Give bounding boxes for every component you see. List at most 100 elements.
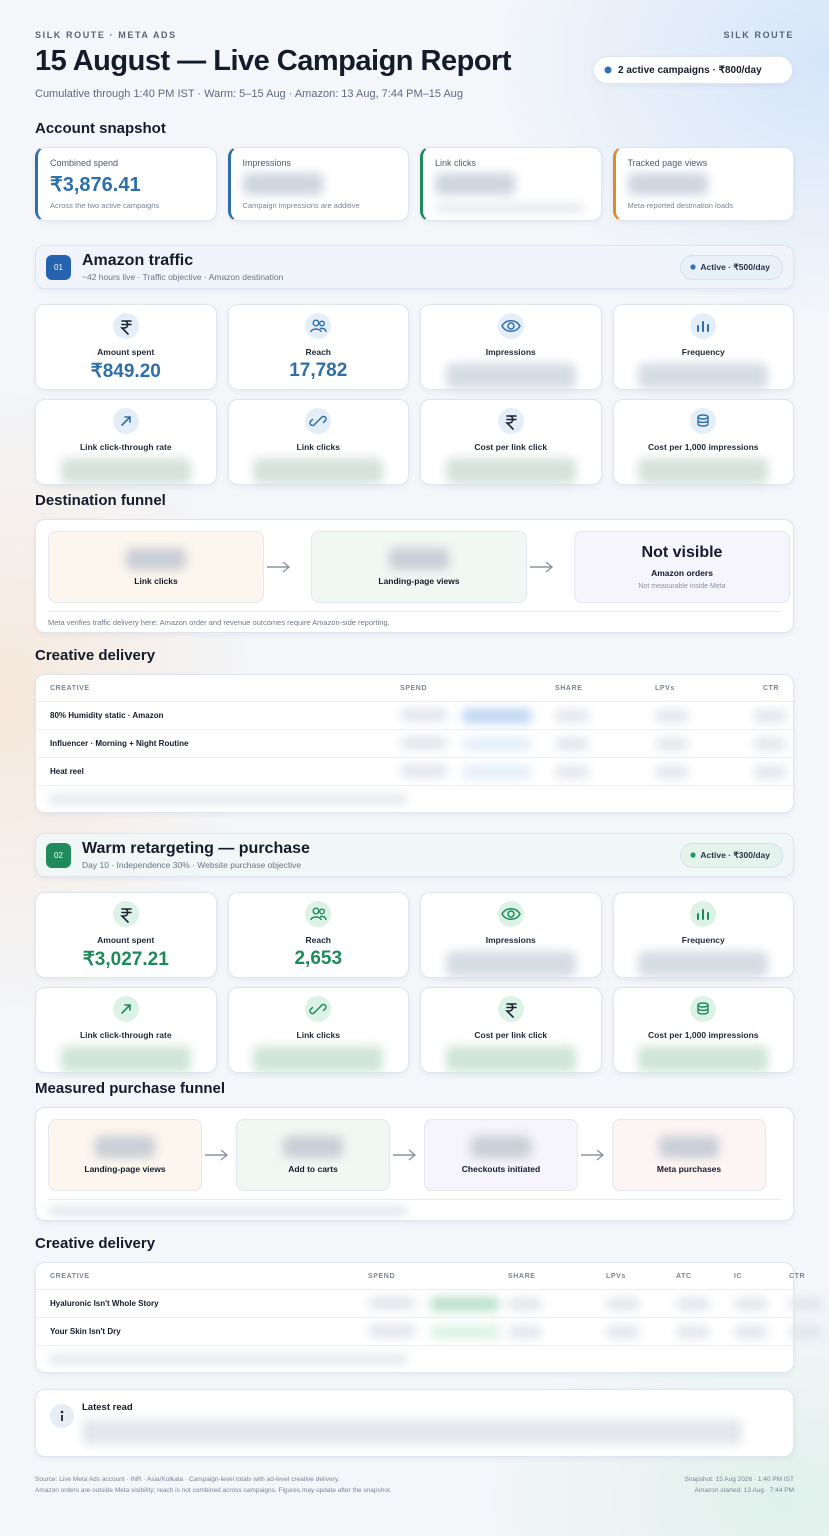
- redacted-value: [753, 737, 787, 750]
- redacted-value: [462, 736, 532, 751]
- section-heading: Account snapshot: [35, 120, 166, 137]
- funnel-arrow: [267, 561, 291, 573]
- redacted-value: [445, 458, 576, 484]
- redacted-value: [126, 548, 186, 570]
- redacted-value: [400, 736, 448, 749]
- funnel-step: Landing-page views: [48, 1119, 202, 1191]
- metric-label: Amount spent: [97, 935, 155, 945]
- redacted-value: [48, 1354, 408, 1364]
- metric-card: Link click-through rate: [35, 399, 217, 485]
- icon: [504, 415, 517, 430]
- card-value: ₹3,876.41: [50, 174, 141, 196]
- redacted-value: [462, 708, 532, 723]
- cell: [400, 708, 555, 723]
- icon: [697, 1002, 709, 1015]
- metric-label: Impressions: [485, 935, 536, 945]
- column-header: SPEND: [368, 1272, 396, 1280]
- redacted-value: [555, 709, 589, 722]
- metric-icon: [497, 313, 524, 339]
- column-header: CREATIVE: [50, 684, 90, 692]
- metric-icon: [112, 408, 139, 434]
- icon: [697, 321, 710, 332]
- badge-text: 2 active campaigns · ₹800/day: [618, 64, 762, 76]
- latest-title: Latest read: [82, 1402, 133, 1413]
- cell: [734, 1325, 789, 1338]
- icon: [119, 908, 132, 923]
- redacted-value: [655, 737, 689, 750]
- redacted-value: [655, 765, 689, 778]
- metric-card: Link click-through rate: [35, 987, 217, 1073]
- redacted-value: [445, 951, 576, 977]
- step-value: Not visible: [641, 544, 723, 561]
- redacted-value: [659, 1136, 719, 1158]
- snapshot-card: Combined spend ₹3,876.41 Across the two ac…: [35, 147, 217, 221]
- metric-label: Link clicks: [296, 442, 340, 452]
- metric-label: Cost per link click: [474, 1030, 548, 1040]
- funnel-steps: Landing-page views Add to carts Checkouts …: [48, 1119, 781, 1191]
- metric-card: Link clicks: [227, 399, 409, 485]
- snapshot-grid: Combined spend ₹3,876.41 Across the two ac…: [35, 147, 794, 221]
- funnel-arrow: [581, 1149, 605, 1161]
- creative-name: Your Skin Isn't Dry: [50, 1327, 121, 1336]
- campaign-status: Active · ₹500/day: [680, 254, 783, 280]
- campaign-meta: Day 10 · Independence 30% · Website purc…: [82, 860, 302, 870]
- step-label: Amazon orders: [651, 568, 713, 578]
- step-label: Meta purchases: [656, 1164, 722, 1174]
- metric-icon: [690, 996, 717, 1022]
- metric-card: Reach 2,653: [227, 892, 409, 978]
- icon: [60, 1410, 64, 1421]
- funnel-box: Link clicks Landing-page views Not visible…: [35, 519, 794, 633]
- creative-name: Influencer · Morning + Night Routine: [50, 739, 189, 748]
- metric-label: Frequency: [681, 935, 725, 945]
- redacted-value: [789, 1297, 823, 1310]
- cell: [789, 1325, 829, 1338]
- card-note: Meta-reported destination loads: [627, 201, 733, 210]
- funnel-step: Not visible Amazon orders Not measurable i…: [574, 531, 790, 603]
- cell: [655, 709, 751, 722]
- funnel-arrow: [205, 1149, 229, 1161]
- metric-row: Amount spent ₹3,027.21 Reach 2,653 Impressio…: [35, 892, 794, 978]
- column-header: CREATIVE: [50, 1272, 90, 1280]
- redacted-value: [283, 1136, 343, 1158]
- column-header: CTR: [789, 1272, 806, 1280]
- footer-line: Amazon started: 13 Aug · 7:44 PM: [694, 1487, 794, 1494]
- card-label: Link clicks: [435, 158, 477, 168]
- metric-value: 17,782: [289, 360, 348, 381]
- cell: [508, 1297, 606, 1310]
- metric-row: Link click-through rate Link clicks Cost p…: [35, 399, 794, 485]
- status-text: Active · ₹300/day: [700, 849, 770, 860]
- redacted-value: [555, 765, 589, 778]
- icon: [309, 1003, 327, 1015]
- redacted-value: [638, 363, 769, 389]
- latest-body: Latest read: [82, 1402, 779, 1445]
- step-label: Checkouts initiated: [461, 1164, 541, 1174]
- icon: [309, 415, 327, 427]
- footer: Source: Live Meta Ads account · INR · As…: [35, 1474, 794, 1496]
- icon: [697, 414, 709, 427]
- redacted-value: [400, 708, 448, 721]
- info-icon: [50, 1404, 74, 1428]
- campaign-status: Active · ₹300/day: [680, 842, 783, 868]
- step-label: Landing-page views: [378, 576, 460, 586]
- column-header: SPEND: [400, 684, 428, 692]
- creative-table: CREATIVE SPEND SHARE LPVs CTR 80% Humidity st…: [35, 674, 794, 813]
- creative-name: Heat reel: [50, 767, 84, 776]
- icon: [120, 1004, 131, 1014]
- status-text: Active · ₹500/day: [700, 261, 770, 272]
- table-row: Your Skin Isn't Dry: [36, 1318, 823, 1346]
- table-row: 80% Humidity static · Amazon: [36, 702, 793, 730]
- cell: [655, 765, 751, 778]
- metric-card: Cost per link click: [420, 987, 602, 1073]
- column-header: CTR: [762, 684, 779, 692]
- card-label: Tracked page views: [627, 158, 708, 168]
- redacted-value: [445, 363, 576, 389]
- metric-value: ₹3,027.21: [82, 949, 169, 970]
- metric-row: Amount spent ₹849.20 Reach 17,782 Impression…: [35, 304, 794, 390]
- redacted-value: [753, 765, 787, 778]
- funnel-step: Add to carts: [236, 1119, 390, 1191]
- metric-card: Link clicks: [227, 987, 409, 1073]
- icon: [697, 909, 710, 920]
- snapshot-card: Tracked page views Meta-reported destinat…: [612, 147, 794, 221]
- card-note: Across the two active campaigns: [50, 201, 160, 210]
